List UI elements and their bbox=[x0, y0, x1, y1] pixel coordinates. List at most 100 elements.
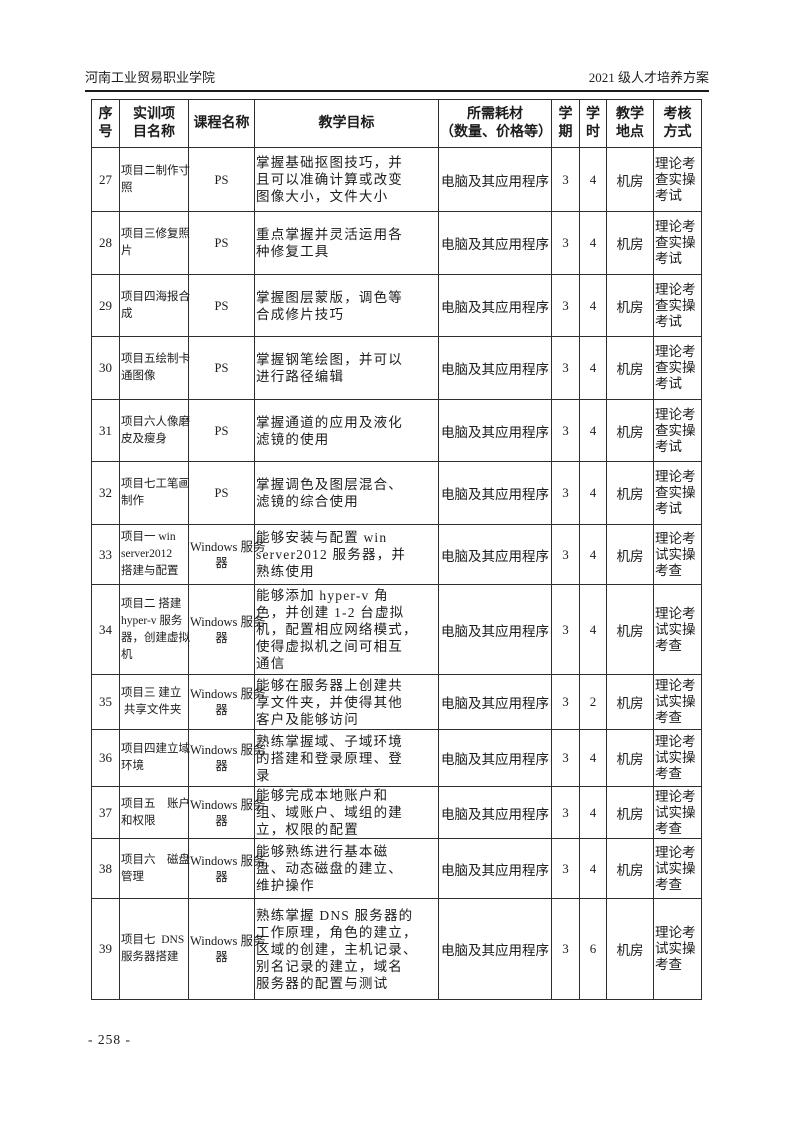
cell-hours: 4 bbox=[579, 786, 607, 839]
cell-no: 36 bbox=[91, 729, 120, 787]
cell-course-name: PS bbox=[188, 147, 255, 212]
cell-teaching-goal: 熟练掌握 DNS 服务器的 工作原理，角色的建立， 区域的创建，主机记录、 别名… bbox=[254, 898, 439, 1000]
cell-hours: 6 bbox=[579, 898, 607, 1000]
cell-hours: 4 bbox=[579, 274, 607, 337]
cell-hours: 4 bbox=[579, 147, 607, 212]
cell-location: 机房 bbox=[606, 524, 654, 585]
cell-teaching-goal: 能够熟练进行基本磁 盘、动态磁盘的建立、 维护操作 bbox=[254, 838, 439, 899]
cell-hours: 4 bbox=[579, 336, 607, 400]
cell-teaching-goal: 熟练掌握域、子域环境 的搭建和登录原理、登 录 bbox=[254, 729, 439, 787]
cell-project-name: 项目五绘制卡 通图像 bbox=[119, 336, 190, 400]
cell-course-name: Windows 服务 器 bbox=[188, 729, 266, 787]
cell-materials: 电脑及其应用程序 bbox=[438, 838, 552, 899]
cell-project-name: 项目二制作寸 照 bbox=[119, 147, 190, 212]
cell-assessment: 理论考 试实操 考查 bbox=[653, 729, 702, 787]
cell-course-name: PS bbox=[188, 461, 255, 525]
cell-location: 机房 bbox=[606, 898, 654, 1000]
cell-project-name: 项目七 DNS 服务器搭建 bbox=[119, 898, 189, 1000]
cell-no: 32 bbox=[91, 461, 120, 525]
cell-project-name: 项目三修复照 片 bbox=[119, 211, 190, 275]
table-row: 33 项目一 win server2012 搭建与配置 Windows 服务 器能够… bbox=[91, 524, 702, 585]
cell-materials: 电脑及其应用程序 bbox=[438, 898, 552, 1000]
cell-location: 机房 bbox=[606, 399, 654, 462]
cell-project-name: 项目二 搭建 hyper-v 服务 器，创建虚拟 机 bbox=[119, 584, 190, 675]
cell-semester: 3 bbox=[551, 729, 580, 787]
page-header: 河南工业贸易职业学院 2021 级人才培养方案 bbox=[85, 67, 709, 92]
cell-no: 35 bbox=[91, 674, 120, 730]
cell-course-name: PS bbox=[188, 336, 255, 400]
cell-project-name: 项目六人像磨 皮及瘦身 bbox=[119, 399, 190, 462]
cell-no: 33 bbox=[91, 524, 120, 585]
cell-no: 34 bbox=[91, 584, 120, 675]
table-row: 30 项目五绘制卡 通图像 PS 掌握钢笔绘图，并可以 进行路径编辑 电脑及其应用程序 3… bbox=[91, 336, 702, 400]
cell-location: 机房 bbox=[606, 729, 654, 787]
cell-course-name: PS bbox=[188, 211, 255, 275]
table-header: 序 号实训项 目名称 课程名称 教学目标 所需耗材 （数量、价格等）学 期学 时教学 … bbox=[91, 99, 702, 148]
cell-teaching-goal: 能够完成本地账户和 组、域账户、域组的建 立，权限的配置 bbox=[254, 786, 439, 839]
col-header-course-name: 课程名称 bbox=[188, 99, 255, 148]
cell-teaching-goal: 掌握基础抠图技巧，并 且可以准确计算或改变 图像大小，文件大小 bbox=[254, 147, 439, 212]
cell-location: 机房 bbox=[606, 147, 654, 212]
cell-materials: 电脑及其应用程序 bbox=[438, 336, 552, 400]
cell-course-name: Windows 服务 器 bbox=[188, 524, 266, 585]
cell-no: 39 bbox=[91, 898, 120, 1000]
cell-no: 27 bbox=[91, 147, 120, 212]
cell-course-name: Windows 服务 器 bbox=[188, 584, 266, 675]
table-row: 32 项目七工笔画 制作 PS 掌握调色及图层混合、 滤镜的综合使用 电脑及其应用程序 3… bbox=[91, 461, 702, 525]
cell-assessment: 理论考 查实操 考试 bbox=[653, 211, 702, 275]
cell-assessment: 理论考 试实操 考查 bbox=[653, 584, 702, 675]
cell-hours: 2 bbox=[579, 674, 607, 730]
cell-hours: 4 bbox=[579, 838, 607, 899]
cell-project-name: 项目一 win server2012 搭建与配置 bbox=[119, 524, 189, 585]
cell-materials: 电脑及其应用程序 bbox=[438, 786, 552, 839]
header-school-name: 河南工业贸易职业学院 bbox=[85, 70, 216, 85]
cell-project-name: 项目四海报合 成 bbox=[119, 274, 190, 337]
cell-assessment: 理论考 试实操 考查 bbox=[653, 524, 702, 585]
table-header-row: 序 号实训项 目名称 课程名称 教学目标 所需耗材 （数量、价格等）学 期学 时教学 … bbox=[91, 99, 702, 148]
cell-course-name: PS bbox=[188, 274, 255, 337]
table-row: 39 项目七 DNS 服务器搭建 Windows 服务 器熟练掌握 DNS 服务器的… bbox=[91, 898, 702, 1000]
cell-teaching-goal: 掌握调色及图层混合、 滤镜的综合使用 bbox=[254, 461, 439, 525]
cell-semester: 3 bbox=[551, 786, 580, 839]
cell-project-name: 项目三 建立 共享文件夹 bbox=[119, 674, 189, 730]
page-number: - 258 - bbox=[88, 1032, 131, 1047]
cell-assessment: 理论考 查实操 考试 bbox=[653, 336, 702, 400]
table-row: 29 项目四海报合 成 PS 掌握图层蒙版，调色等 合成修片技巧 电脑及其应用程序 3 4 机… bbox=[91, 274, 702, 337]
cell-hours: 4 bbox=[579, 584, 607, 675]
table-row: 38 项目六 磁盘 管理 Windows 服务 器能够熟练进行基本磁 盘、动态磁盘的… bbox=[91, 838, 702, 899]
training-projects-table: 序 号实训项 目名称 课程名称 教学目标 所需耗材 （数量、价格等）学 期学 时教学 … bbox=[91, 99, 702, 1000]
cell-course-name: Windows 服务 器 bbox=[188, 786, 266, 839]
table-row: 35 项目三 建立 共享文件夹 Windows 服务 器能够在服务器上创建共 享文件… bbox=[91, 674, 702, 730]
cell-location: 机房 bbox=[606, 461, 654, 525]
cell-location: 机房 bbox=[606, 674, 654, 730]
table-row: 28 项目三修复照 片 PS 重点掌握并灵活运用各 种修复工具 电脑及其应用程序 3 4 机房… bbox=[91, 211, 702, 275]
table-row: 34 项目二 搭建 hyper-v 服务 器，创建虚拟 机 Windows 服务 器… bbox=[91, 584, 702, 675]
cell-semester: 3 bbox=[551, 461, 580, 525]
cell-no: 37 bbox=[91, 786, 120, 839]
cell-materials: 电脑及其应用程序 bbox=[438, 399, 552, 462]
table-row: 37 项目五 账户 和权限 Windows 服务 器能够完成本地账户和 组、域账户、… bbox=[91, 786, 702, 839]
cell-course-name: Windows 服务 器 bbox=[188, 838, 266, 899]
cell-materials: 电脑及其应用程序 bbox=[438, 729, 552, 787]
cell-hours: 4 bbox=[579, 524, 607, 585]
cell-assessment: 理论考 试实操 考查 bbox=[653, 838, 702, 899]
cell-assessment: 理论考 查实操 考试 bbox=[653, 147, 702, 212]
table-row: 36 项目四建立域 环境 Windows 服务 器熟练掌握域、子域环境 的搭建和登录… bbox=[91, 729, 702, 787]
cell-hours: 4 bbox=[579, 461, 607, 525]
cell-semester: 3 bbox=[551, 399, 580, 462]
cell-semester: 3 bbox=[551, 336, 580, 400]
col-header-hours: 学 时 bbox=[579, 99, 607, 148]
cell-materials: 电脑及其应用程序 bbox=[438, 211, 552, 275]
cell-assessment: 理论考 试实操 考查 bbox=[653, 674, 702, 730]
cell-teaching-goal: 能够在服务器上创建共 享文件夹，并使得其他 客户及能够访问 bbox=[254, 674, 439, 730]
cell-semester: 3 bbox=[551, 147, 580, 212]
table-body: 27 项目二制作寸 照 PS 掌握基础抠图技巧，并 且可以准确计算或改变 图像大小，文… bbox=[91, 147, 702, 1000]
cell-location: 机房 bbox=[606, 838, 654, 899]
cell-project-name: 项目五 账户 和权限 bbox=[119, 786, 190, 839]
cell-hours: 4 bbox=[579, 399, 607, 462]
cell-assessment: 理论考 试实操 考查 bbox=[653, 898, 702, 1000]
cell-hours: 4 bbox=[579, 211, 607, 275]
col-header-semester: 学 期 bbox=[551, 99, 580, 148]
col-header-materials: 所需耗材 （数量、价格等） bbox=[438, 99, 552, 148]
cell-semester: 3 bbox=[551, 524, 580, 585]
